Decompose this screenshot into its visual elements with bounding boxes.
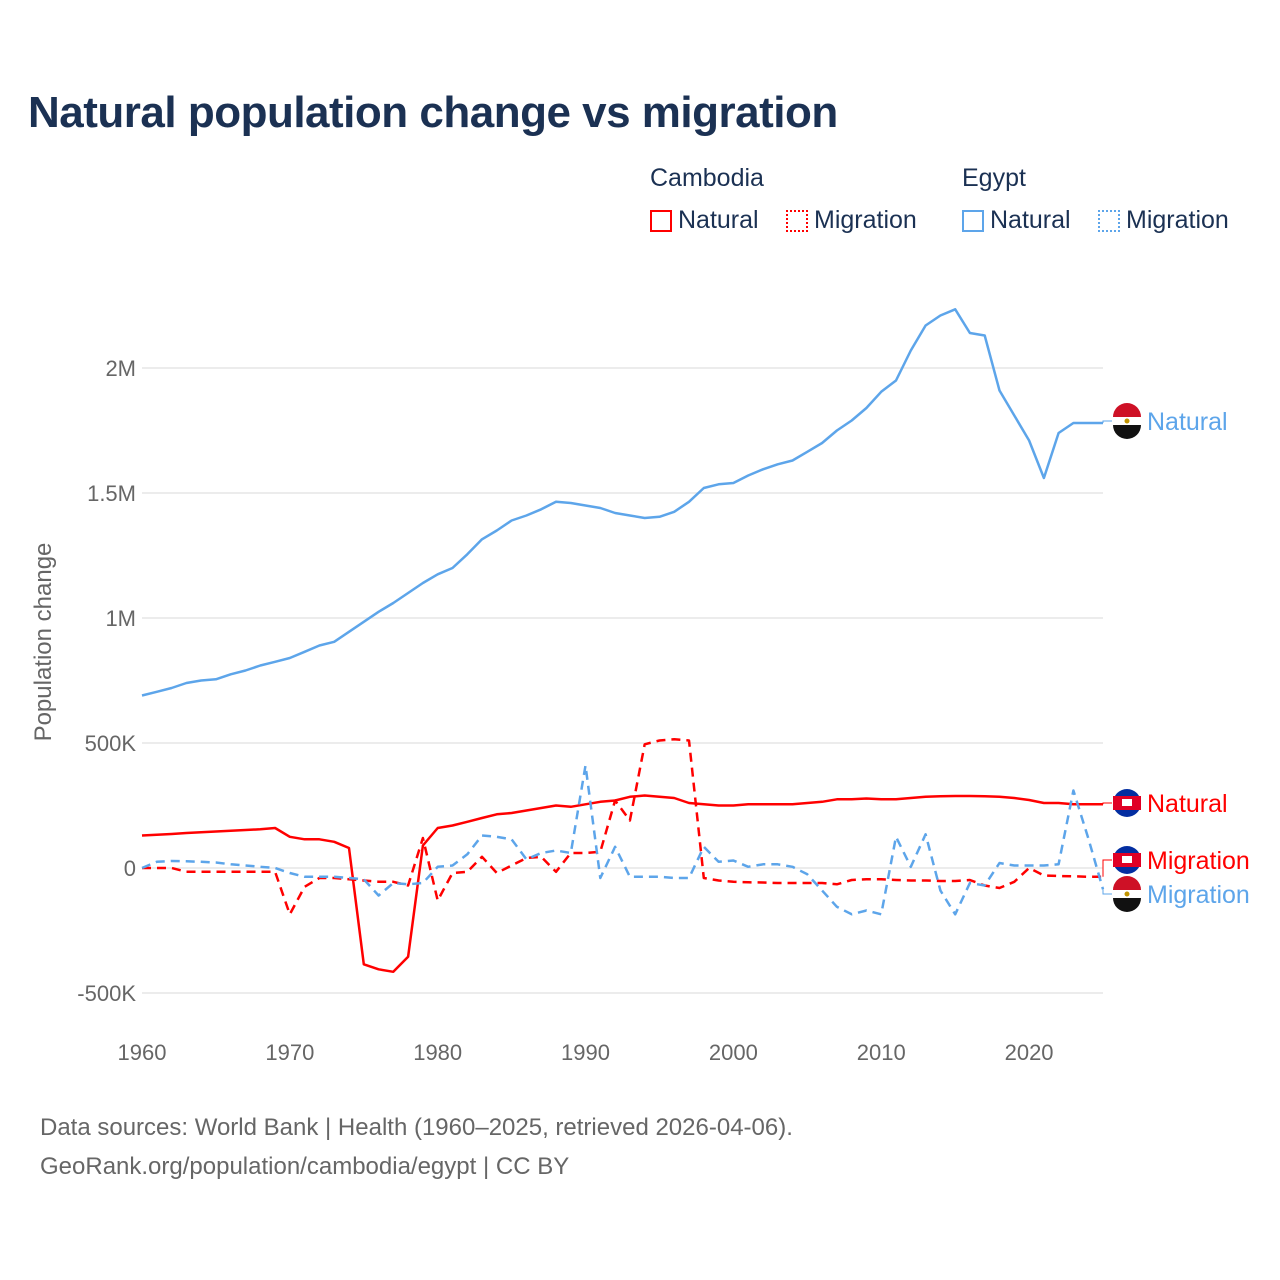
flag-temple	[1122, 799, 1132, 806]
x-tick-label: 1960	[118, 1040, 167, 1065]
label-connector	[1102, 859, 1112, 877]
dotted-swatch-icon	[786, 209, 808, 232]
legend-label: Migration	[814, 206, 917, 234]
series-end-label: Migration	[1147, 881, 1250, 909]
egypt-flag-icon	[1113, 403, 1141, 439]
series-end-label: Natural	[1147, 408, 1228, 436]
x-tick-label: 2010	[857, 1040, 906, 1065]
legend-label: Migration	[1126, 206, 1229, 234]
legend-cambodia-migration[interactable]: Migration	[786, 206, 917, 235]
label-connector	[1102, 802, 1112, 805]
flag-red	[1113, 876, 1141, 890]
x-tick-label: 1990	[561, 1040, 610, 1065]
legend-group-cambodia: Cambodia	[650, 164, 764, 192]
y-tick-label: 1M	[105, 606, 136, 631]
flag-black	[1113, 425, 1141, 439]
legend-cambodia-natural[interactable]: Natural	[650, 206, 759, 235]
legend-egypt-natural[interactable]: Natural	[962, 206, 1071, 235]
x-tick-label: 2020	[1005, 1040, 1054, 1065]
series-end-label: Natural	[1147, 790, 1228, 818]
y-axis-label: Population change	[30, 543, 57, 742]
solid-swatch-icon	[962, 209, 984, 232]
flag-eagle	[1124, 418, 1130, 424]
attribution-text: GeoRank.org/population/cambodia/egypt | …	[40, 1153, 570, 1180]
flag-eagle	[1124, 891, 1130, 897]
cambodia-migration-line	[142, 738, 1103, 916]
y-tick-label: -500K	[77, 981, 136, 1006]
cambodia-flag-icon	[1113, 846, 1141, 874]
legend-egypt-migration[interactable]: Migration	[1098, 206, 1229, 235]
egypt-migration-line	[141, 764, 1105, 916]
y-tick-label: 2M	[105, 356, 136, 381]
y-tick-label: 1.5M	[87, 481, 136, 506]
label-connector	[1102, 420, 1112, 423]
flag-red	[1113, 403, 1141, 417]
dotted-swatch-icon	[1098, 209, 1120, 232]
x-tick-label: 1970	[265, 1040, 314, 1065]
y-tick-label: 500K	[85, 731, 137, 756]
flag-black	[1113, 898, 1141, 912]
y-tick-label: 0	[124, 856, 136, 881]
cambodia-natural-line	[141, 794, 1103, 974]
legend-label: Natural	[678, 206, 759, 234]
flag-temple	[1122, 856, 1132, 863]
x-tick-label: 1980	[413, 1040, 462, 1065]
data-source-text: Data sources: World Bank | Health (1960–…	[40, 1114, 793, 1141]
solid-swatch-icon	[650, 209, 672, 232]
chart-title: Natural population change vs migration	[28, 88, 838, 137]
legend-label: Natural	[990, 206, 1071, 234]
egypt-flag-icon	[1113, 876, 1141, 912]
footer: Data sources: World Bank | Health (1960–…	[40, 1108, 793, 1186]
cambodia-flag-icon	[1113, 789, 1141, 817]
egypt-natural-line	[141, 308, 1103, 697]
series-end-label: Migration	[1147, 847, 1250, 875]
x-tick-label: 2000	[709, 1040, 758, 1065]
label-connector	[1102, 889, 1112, 895]
legend-group-egypt: Egypt	[962, 164, 1026, 192]
